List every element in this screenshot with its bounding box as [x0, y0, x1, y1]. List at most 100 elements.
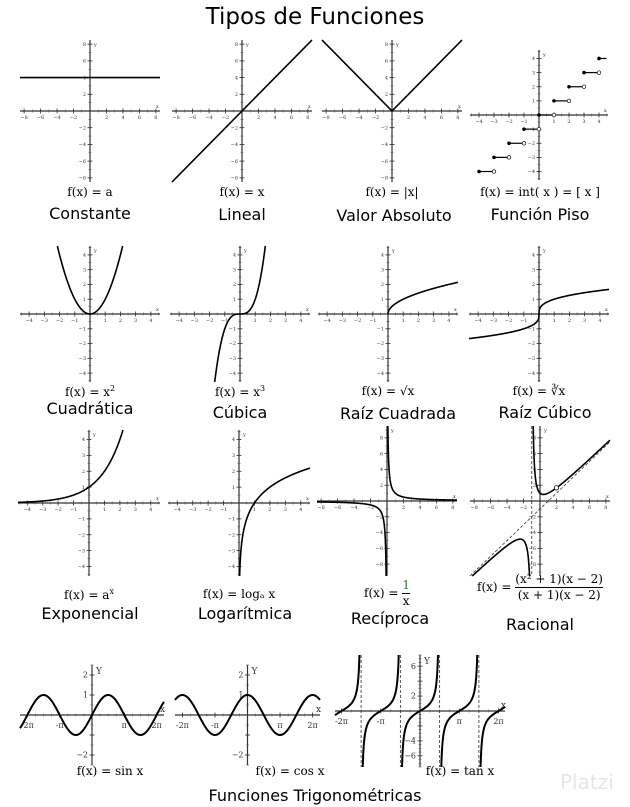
x-tick-label: 2 [568, 318, 571, 324]
open-point [581, 84, 587, 89]
x-tick-label: 8 [451, 505, 454, 511]
function-curve [387, 281, 459, 315]
y-tick-label: −4 [377, 371, 384, 377]
y-tick-label: −2 [228, 532, 235, 538]
open-point [521, 141, 527, 146]
graph-exponencial: −4 −3 −2 −1 1 2 3 4 −4 −3 −2 −1 1 2 3 4 x y [17, 429, 160, 576]
function-curve [238, 467, 311, 577]
y-axis-label: y [245, 42, 249, 48]
formula-seno: f(x) = sin x [76, 764, 144, 778]
x-tick-label: −6 [189, 115, 196, 121]
x-tick-label: π [457, 717, 462, 726]
y-tick-label: −6 [79, 159, 86, 165]
x-tick-label: 4 [597, 119, 600, 125]
y-tick-label: −4 [79, 142, 86, 148]
y-tick-label: 2 [83, 282, 86, 288]
x-axis-label: x [156, 496, 159, 502]
x-tick-label: −4 [503, 505, 510, 511]
x-tick-label: −3 [339, 318, 346, 324]
closed-point [567, 84, 571, 89]
graph-reciproca: −8 −6 −4 −2 2 4 6 8 −8 −6 −4 −2 2 4 6 8 x y [316, 425, 458, 577]
y-axis-label: Y [95, 667, 103, 677]
x-tick-label: π [122, 721, 127, 730]
x-tick-label: −2 [54, 507, 61, 513]
x-tick-label: −2 [70, 115, 77, 121]
slant-asymptote [469, 441, 611, 577]
y-tick-label: 4 [83, 253, 86, 259]
denominator: (x + 1)(x − 2) [517, 588, 601, 602]
y-tick-label: 3 [381, 267, 384, 273]
x-tick-label: 4 [299, 507, 302, 513]
x-tick-label: 1 [104, 318, 107, 324]
function-curve [334, 654, 506, 768]
y-tick-label: 4 [232, 437, 235, 443]
x-tick-label: 2 [257, 115, 260, 121]
x-tick-label: -π [56, 721, 64, 730]
function-curve [174, 694, 321, 736]
x-tick-label: -2π [176, 721, 189, 730]
x-tick-label: 4 [418, 505, 421, 511]
y-tick-label: 4 [82, 437, 85, 443]
x-tick-label: 6 [138, 115, 141, 121]
x-tick-label: −3 [490, 318, 497, 324]
y-tick-label: −3 [229, 356, 236, 362]
graph-raiz-cuadrada: −4 −3 −2 −1 1 2 3 4 −4 −3 −2 −1 1 2 3 4 x y [318, 246, 459, 382]
x-tick-label: −6 [339, 115, 346, 121]
y-tick-label: 4 [233, 253, 236, 259]
label-funcion-piso: Función Piso [490, 205, 590, 224]
label-raiz-cuadrada: Raíz Cuadrada [339, 404, 457, 423]
y-axis-label: y [395, 42, 399, 48]
y-tick-label: 8 [235, 42, 238, 48]
x-tick-label: 2 [119, 318, 122, 324]
x-axis-label: x [306, 307, 309, 313]
y-tick-label: −4 [381, 142, 388, 148]
platzi-watermark: Platzi [560, 770, 614, 794]
y-tick-label: −6 [231, 159, 238, 165]
formula-racional: f(x) = (x² + 1)(x − 2) (x + 1)(x − 2) [477, 572, 603, 602]
x-tick-label: −2 [367, 505, 374, 511]
function-curve [56, 245, 124, 315]
y-tick-label: 2 [385, 92, 388, 98]
label-constante: Constante [49, 204, 131, 223]
x-tick-label: 1 [253, 507, 256, 513]
x-tick-label: −1 [71, 318, 78, 324]
function-curve [19, 694, 165, 736]
x-tick-label: 8 [306, 115, 309, 121]
x-tick-label: 2 [555, 505, 558, 511]
x-tick-label: 2 [268, 507, 271, 513]
formula-logaritmica: f(x) = logₐ x [202, 587, 276, 601]
x-tick-label: 4 [423, 115, 426, 121]
x-axis-label: x [454, 307, 457, 313]
y-tick-label: −2 [528, 141, 535, 147]
x-tick-label: −8 [20, 115, 27, 121]
y-tick-label: −2 [229, 341, 236, 347]
x-tick-label: π [277, 721, 282, 730]
x-tick-label: −1 [70, 507, 77, 513]
x-tick-label: 1 [402, 318, 405, 324]
y-tick-label: 3 [532, 267, 535, 273]
x-tick-label: 2π [151, 721, 161, 730]
y-tick-label: 1 [83, 297, 86, 303]
x-tick-label: 2π [307, 721, 317, 730]
formula-constante: f(x) = a [67, 185, 113, 199]
x-tick-label: 2 [407, 115, 410, 121]
x-axis-label: x [605, 307, 608, 313]
label-funciones-trigonometricas: Funciones Trigonométricas [208, 786, 422, 805]
open-point [506, 155, 512, 160]
y-tick-label: −1 [228, 517, 235, 523]
graph-valor-absoluto: −8 −6 −4 −2 2 4 6 8 −8 −6 −4 −2 2 4 6 8 x y [321, 39, 463, 182]
formula-funcion-piso: f(x) = int( x ) = [ x ] [480, 185, 600, 199]
x-tick-label: 1 [553, 318, 556, 324]
label-reciproca: Recíproca [350, 609, 430, 628]
y-axis-label: y [93, 248, 97, 254]
graph-tangente: -2π -π π 2π −6 −4 2 6 x Y [334, 654, 506, 768]
y-tick-label: 2 [238, 671, 243, 680]
formula-valor-absoluto: f(x) = |x| [365, 185, 419, 199]
y-tick-label: −2 [79, 341, 86, 347]
y-tick-label: −1 [377, 326, 384, 332]
y-tick-label: 6 [83, 59, 86, 65]
x-tick-label: −2 [505, 119, 512, 125]
x-tick-label: −6 [334, 505, 341, 511]
